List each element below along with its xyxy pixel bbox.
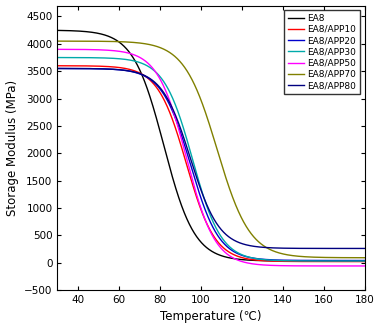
Line: EA8: EA8: [57, 30, 364, 261]
EA8/APP70: [300, 255, 305, 259]
EA8/APP50: [266, 263, 271, 267]
EA8: [266, 259, 271, 263]
EA8/APP20: [86, 67, 91, 71]
EA8/APP30: [266, 258, 271, 262]
EA8/APP80: [55, 66, 60, 70]
Line: EA8/APP10: EA8/APP10: [57, 66, 364, 262]
EA8/APP30: [55, 56, 60, 60]
EA8/APP10: [190, 183, 195, 187]
EA8/APP30: [294, 259, 299, 263]
EA8/APP80: [190, 163, 195, 167]
EA8/APP70: [362, 256, 367, 260]
EA8/APP70: [179, 62, 184, 65]
EA8/APP20: [266, 258, 271, 262]
EA8/APP20: [55, 66, 60, 70]
EA8: [55, 28, 60, 32]
EA8/APP10: [362, 260, 367, 264]
EA8/APP80: [294, 246, 299, 250]
Legend: EA8, EA8/APP10, EA8/APP20, EA8/APP30, EA8/APP50, EA8/APP70, EA8/APP80: EA8, EA8/APP10, EA8/APP20, EA8/APP30, EA…: [284, 10, 360, 94]
EA8/APP10: [179, 145, 184, 149]
EA8/APP10: [55, 64, 60, 68]
EA8/APP20: [362, 259, 367, 263]
Line: EA8/APP70: EA8/APP70: [57, 41, 364, 258]
EA8: [86, 30, 91, 34]
EA8/APP50: [55, 47, 60, 51]
Line: EA8/APP20: EA8/APP20: [57, 68, 364, 261]
Y-axis label: Storage Modulus (MPa): Storage Modulus (MPa): [6, 80, 19, 216]
EA8: [179, 204, 184, 208]
EA8/APP50: [190, 179, 195, 183]
EA8/APP80: [300, 246, 305, 250]
EA8/APP10: [300, 260, 305, 264]
EA8/APP80: [266, 246, 271, 250]
EA8/APP30: [190, 158, 195, 162]
EA8/APP30: [179, 120, 184, 124]
EA8/APP50: [179, 138, 184, 142]
EA8/APP30: [300, 259, 305, 263]
EA8/APP70: [294, 254, 299, 258]
EA8/APP20: [179, 134, 184, 138]
EA8: [300, 259, 305, 263]
EA8/APP10: [86, 64, 91, 68]
EA8/APP10: [294, 260, 299, 264]
EA8/APP20: [294, 258, 299, 262]
EA8/APP70: [266, 247, 271, 251]
EA8/APP70: [55, 39, 60, 43]
EA8/APP10: [266, 259, 271, 263]
EA8/APP80: [179, 129, 184, 133]
EA8/APP20: [190, 170, 195, 174]
EA8/APP50: [362, 264, 367, 268]
EA8/APP50: [86, 48, 91, 52]
EA8/APP70: [86, 39, 91, 43]
EA8/APP50: [294, 264, 299, 268]
Line: EA8/APP80: EA8/APP80: [57, 68, 364, 248]
EA8/APP30: [86, 56, 91, 60]
X-axis label: Temperature (℃): Temperature (℃): [160, 311, 262, 323]
EA8/APP50: [300, 264, 305, 268]
Line: EA8/APP50: EA8/APP50: [57, 49, 364, 266]
EA8/APP80: [362, 246, 367, 250]
Line: EA8/APP30: EA8/APP30: [57, 58, 364, 261]
EA8: [362, 259, 367, 263]
EA8: [190, 228, 195, 232]
EA8/APP70: [190, 79, 195, 83]
EA8/APP20: [300, 259, 305, 263]
EA8/APP30: [362, 259, 367, 263]
EA8/APP80: [86, 67, 91, 71]
EA8: [294, 259, 299, 263]
